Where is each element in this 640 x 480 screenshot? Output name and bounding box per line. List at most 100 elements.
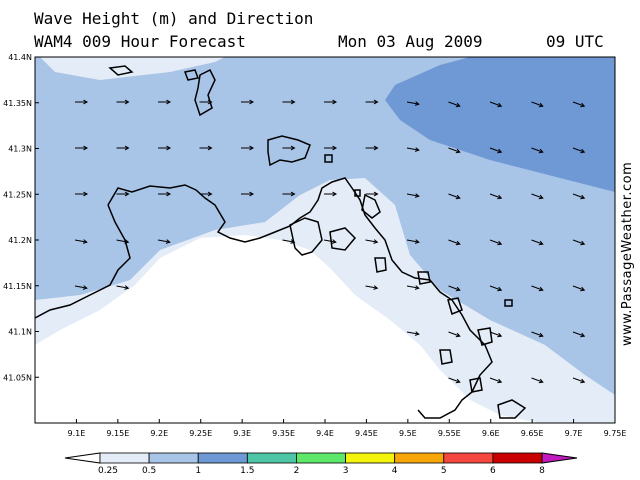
wave-arrow <box>448 285 461 292</box>
colorbar-segment <box>296 452 346 464</box>
colorbar-label: 3 <box>343 466 349 476</box>
lon-tick-label: 9.1E <box>68 429 86 438</box>
wave-arrow <box>406 147 420 152</box>
wave-arrow <box>531 377 544 384</box>
latitude-axis: 41.05N 41.1N 41.15N 41.2N 41.25N 41.3N 41.35N 4… <box>3 53 39 382</box>
wave-arrow <box>75 145 89 151</box>
wave-arrow <box>158 424 170 428</box>
colorbar-label: 8 <box>539 466 545 476</box>
wave-arrow <box>572 239 586 246</box>
lon-tick-label: 9.75E <box>604 429 627 438</box>
wave-arrow <box>489 285 503 292</box>
land-sardinia <box>35 235 540 423</box>
wave-direction-arrows <box>74 99 586 429</box>
colorbar-label: 0.25 <box>98 466 118 476</box>
wave-arrow <box>572 193 586 200</box>
colorbar-label: 6 <box>490 466 496 476</box>
wave-arrow <box>531 239 544 246</box>
lat-tick-label: 41.2N <box>8 236 32 245</box>
sea-band-0-25-north <box>40 57 225 80</box>
wave-arrow <box>365 239 379 244</box>
wave-arrow <box>572 377 586 384</box>
wave-arrow <box>573 424 584 429</box>
lat-tick-label: 41.05N <box>3 373 32 382</box>
wave-arrow <box>116 285 130 290</box>
wave-arrow <box>407 424 419 428</box>
colorbar-segment <box>148 452 199 464</box>
wave-arrow <box>531 331 544 338</box>
wave-arrow <box>448 193 461 200</box>
colorbar-label: 4 <box>392 466 398 476</box>
lat-tick-label: 41.35N <box>3 99 32 108</box>
forecast-date: Mon 03 Aug 2009 <box>338 32 483 51</box>
wave-arrow <box>572 147 586 154</box>
wave-arrow <box>116 145 130 151</box>
forecast-time: 09 UTC <box>546 32 604 51</box>
wave-arrow <box>282 99 296 105</box>
wave-arrow <box>323 239 337 244</box>
wave-arrow <box>406 285 420 290</box>
lon-tick-label: 9.45E <box>355 429 378 438</box>
wave-arrow <box>489 193 503 200</box>
colorbar-label: 5 <box>441 466 447 476</box>
wave-arrow <box>531 193 544 200</box>
wave-arrow <box>531 147 544 154</box>
wave-arrow <box>490 424 501 429</box>
wave-arrow <box>75 191 89 197</box>
lon-tick-label: 9.6E <box>482 429 500 438</box>
colorbar-max-cap <box>541 452 578 464</box>
wave-arrow <box>241 145 255 151</box>
wave-arrow <box>406 331 420 336</box>
colorbar-label: 0.5 <box>142 466 156 476</box>
lon-tick-label: 9.15E <box>106 429 129 438</box>
colorbar-segment <box>492 452 543 464</box>
wave-arrow <box>489 239 503 246</box>
wave-arrow <box>158 99 172 105</box>
colorbar-segment <box>99 452 150 464</box>
wave-arrow <box>241 99 255 105</box>
lat-tick-label: 41.4N <box>8 53 32 62</box>
wave-arrow <box>572 331 586 338</box>
colorbar-label: 2 <box>294 466 300 476</box>
wave-arrow <box>366 424 378 428</box>
wave-arrow <box>489 147 503 154</box>
lon-tick-label: 9.35E <box>272 429 295 438</box>
wave-arrow <box>489 101 503 108</box>
wave-arrow <box>75 99 89 105</box>
wave-arrow <box>74 285 88 290</box>
lon-tick-label: 9.5E <box>399 429 417 438</box>
wave-arrow <box>365 285 379 290</box>
wave-arrow <box>365 99 379 105</box>
colorbar-segment <box>246 452 297 464</box>
wave-arrow <box>489 377 503 384</box>
lat-tick-label: 41.3N <box>8 145 32 154</box>
colorbar: 0.25 0.5 1 1.5 2 3 4 5 6 8 <box>64 452 578 476</box>
map-title: Wave Height (m) and Direction <box>34 9 314 28</box>
wave-arrow <box>365 145 379 151</box>
wave-arrow <box>531 285 544 292</box>
wave-arrow <box>324 424 336 428</box>
wave-arrow <box>406 101 420 106</box>
wave-arrow <box>241 191 255 197</box>
wave-arrow <box>489 331 503 338</box>
wave-arrow <box>74 239 88 244</box>
lat-tick-label: 41.1N <box>8 328 32 337</box>
wave-arrow <box>531 101 544 108</box>
wave-arrow <box>448 147 461 154</box>
sea-band-1 <box>385 57 615 192</box>
map-area <box>35 57 615 429</box>
wave-arrow <box>158 191 172 197</box>
wave-arrow <box>282 239 296 244</box>
wave-arrow <box>116 99 130 105</box>
longitude-axis: 9.1E 9.15E 9.2E 9.25E 9.3E 9.35E 9.4E 9.45E 9.5E… <box>68 419 627 438</box>
wave-arrow <box>448 377 461 384</box>
lat-tick-label: 41.15N <box>3 282 32 291</box>
colorbar-label: 1.5 <box>240 466 254 476</box>
wave-arrow <box>116 191 130 197</box>
wave-arrow <box>532 424 543 429</box>
colorbar-label: 1 <box>195 466 201 476</box>
lon-tick-label: 9.65E <box>521 429 544 438</box>
wave-arrow <box>324 99 338 105</box>
wave-arrow <box>282 145 296 151</box>
